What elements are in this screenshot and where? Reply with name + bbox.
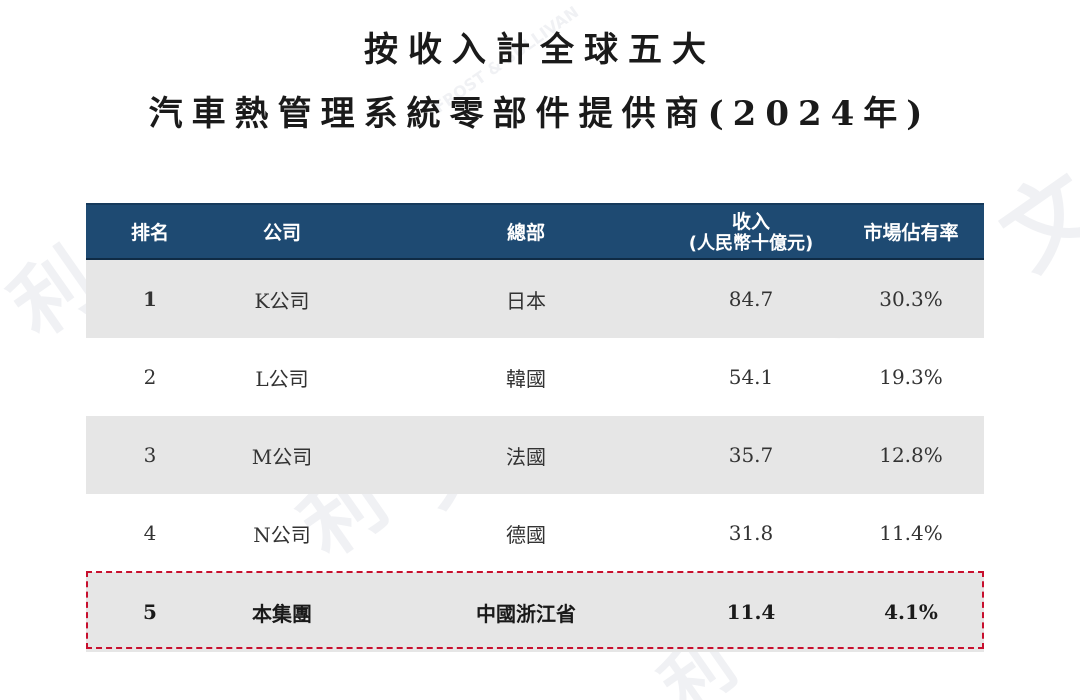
cell-company: 本集團 xyxy=(252,601,312,626)
table-row: 3 M公司 法國 35.7 12.8% xyxy=(86,416,984,494)
cell-rank: 1 xyxy=(143,287,157,311)
watermark-char: 文 xyxy=(982,153,1080,291)
cell-market-share: 12.8% xyxy=(879,443,943,467)
cell-revenue: 31.8 xyxy=(728,521,774,545)
page-title-line1: 按收入計全球五大 xyxy=(364,30,716,70)
cell-headquarters: 韓國 xyxy=(506,366,546,391)
cell-company: M公司 xyxy=(251,444,313,469)
header-market-share: 市場佔有率 xyxy=(863,221,959,244)
highlight-border xyxy=(86,571,984,649)
cell-rank: 2 xyxy=(143,365,157,389)
cell-headquarters: 日本 xyxy=(506,288,546,313)
cell-rank: 5 xyxy=(143,600,157,624)
header-rank: 排名 xyxy=(130,221,169,244)
cell-rank: 4 xyxy=(143,521,157,545)
table-row: 1 K公司 日本 84.7 30.3% xyxy=(86,260,984,338)
page-title-line2: 汽車熱管理系統零部件提供商(2024年) xyxy=(148,94,932,134)
table-row: 4 N公司 德國 31.8 11.4% xyxy=(86,494,984,572)
table-row: 2 L公司 韓國 54.1 19.3% xyxy=(86,338,984,416)
cell-market-share: 19.3% xyxy=(879,365,943,389)
cell-company: L公司 xyxy=(255,366,309,391)
header-company: 公司 xyxy=(262,221,301,244)
header-revenue-unit: (人民幣十億元) xyxy=(688,232,814,254)
cell-market-share: 30.3% xyxy=(879,287,943,311)
header-revenue-label: 收入 xyxy=(731,210,770,233)
table-row-highlighted: 5 本集團 中國浙江省 11.4 4.1% xyxy=(86,572,984,652)
ranking-table: 排名 公司 總部 收入 (人民幣十億元) 市場佔有率 1 K公司 日本 84.7… xyxy=(86,203,984,652)
cell-headquarters: 中國浙江省 xyxy=(476,601,576,626)
cell-headquarters: 德國 xyxy=(506,522,546,547)
cell-market-share: 4.1% xyxy=(884,600,938,624)
cell-revenue: 54.1 xyxy=(728,365,774,389)
cell-company: N公司 xyxy=(253,522,311,547)
header-headquarters: 總部 xyxy=(506,221,545,244)
cell-market-share: 11.4% xyxy=(879,521,943,545)
table-header: 排名 公司 總部 收入 (人民幣十億元) 市場佔有率 xyxy=(86,203,984,260)
cell-revenue: 84.7 xyxy=(728,287,774,311)
cell-rank: 3 xyxy=(143,443,157,467)
cell-revenue: 35.7 xyxy=(728,443,774,467)
cell-revenue: 11.4 xyxy=(726,600,776,624)
cell-company: K公司 xyxy=(254,288,310,313)
header-revenue: 收入 (人民幣十億元) xyxy=(661,205,841,260)
cell-headquarters: 法國 xyxy=(506,444,546,469)
